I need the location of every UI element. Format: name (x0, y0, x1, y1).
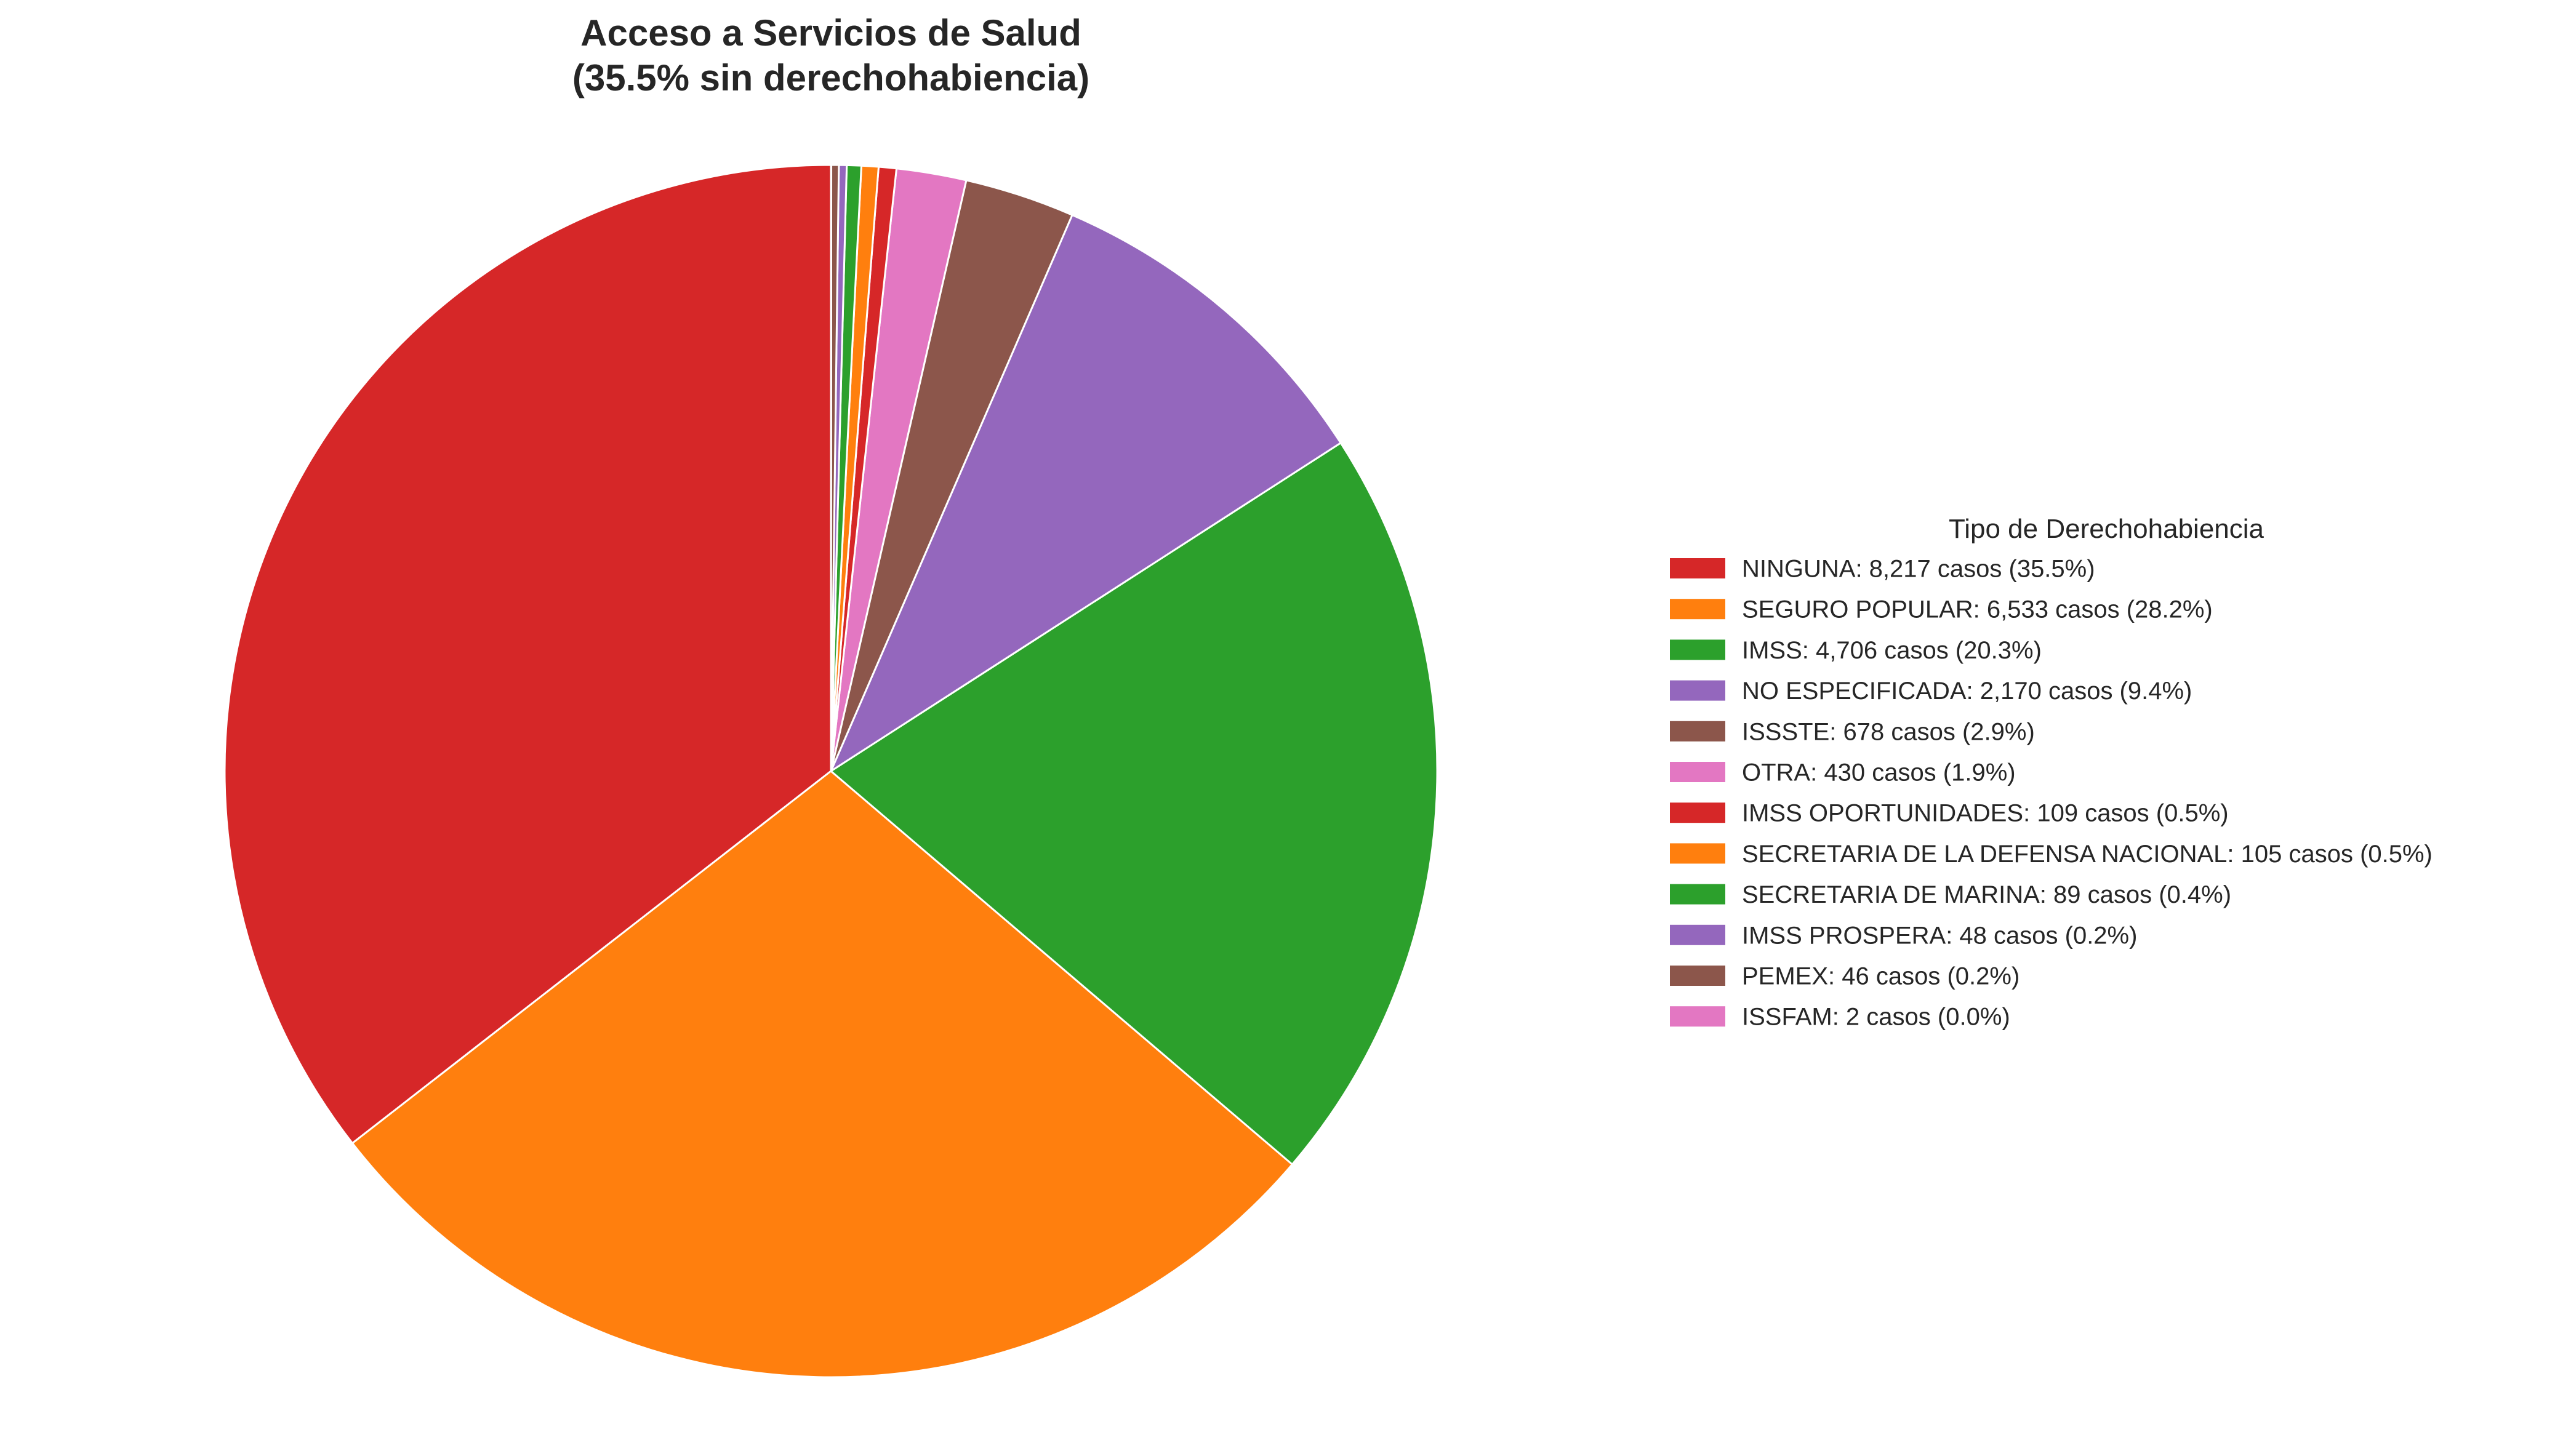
legend: Tipo de Derechohabiencia NINGUNA: 8,217 … (1670, 514, 2433, 1031)
legend-items: NINGUNA: 8,217 casos (35.5%) SEGURO POPUL… (1670, 556, 2433, 1031)
legend-label: SECRETARIA DE LA DEFENSA NACIONAL: 105 c… (1742, 841, 2433, 868)
legend-item: ISSSTE: 678 casos (2.9%) (1670, 718, 2035, 745)
pie-slice-issfam (830, 164, 833, 772)
pie-slice-seguro-popular (351, 770, 1293, 1378)
pie-slice-ninguna (223, 164, 832, 1145)
legend-item: ISSFAM: 2 casos (0.0%) (1670, 1004, 2010, 1031)
legend-swatch (1670, 721, 1725, 742)
legend-swatch (1670, 639, 1725, 660)
chart-title: Acceso a Servicios de Salud (580, 12, 1081, 54)
legend-swatch (1670, 762, 1725, 782)
legend-swatch (1670, 1006, 1725, 1027)
legend-item: IMSS OPORTUNIDADES: 109 casos (0.5%) (1670, 800, 2229, 827)
legend-swatch (1670, 924, 1725, 945)
legend-item: SEGURO POPULAR: 6,533 casos (28.2%) (1670, 596, 2213, 623)
legend-item: SECRETARIA DE LA DEFENSA NACIONAL: 105 c… (1670, 841, 2433, 868)
legend-swatch (1670, 966, 1725, 986)
pie-slice-no-especificada (830, 214, 1342, 772)
legend-item: IMSS PROSPERA: 48 casos (0.2%) (1670, 922, 2137, 949)
pie-slices (223, 164, 1438, 1378)
legend-label: ISSFAM: 2 casos (0.0%) (1742, 1004, 2010, 1031)
legend-label: IMSS: 4,706 casos (20.3%) (1742, 637, 2042, 664)
legend-swatch (1670, 558, 1725, 578)
legend-item: PEMEX: 46 casos (0.2%) (1670, 963, 2020, 990)
legend-label: NO ESPECIFICADA: 2,170 casos (9.4%) (1742, 678, 2192, 705)
legend-label: SEGURO POPULAR: 6,533 casos (28.2%) (1742, 596, 2213, 623)
legend-label: IMSS PROSPERA: 48 casos (0.2%) (1742, 922, 2137, 949)
legend-label: ISSSTE: 678 casos (2.9%) (1742, 718, 2035, 745)
legend-label: NINGUNA: 8,217 casos (35.5%) (1742, 556, 2095, 583)
legend-item: NO ESPECIFICADA: 2,170 casos (9.4%) (1670, 678, 2192, 705)
legend-label: IMSS OPORTUNIDADES: 109 casos (0.5%) (1742, 800, 2229, 827)
pie-slice-imss (830, 442, 1438, 1166)
legend-swatch (1670, 680, 1725, 701)
legend-label: PEMEX: 46 casos (0.2%) (1742, 963, 2020, 990)
legend-title: Tipo de Derechohabiencia (1949, 514, 2264, 544)
legend-swatch (1670, 802, 1725, 823)
legend-swatch (1670, 843, 1725, 864)
legend-item: OTRA: 430 casos (1.9%) (1670, 759, 2016, 786)
legend-swatch (1670, 884, 1725, 905)
legend-label: SECRETARIA DE MARINA: 89 casos (0.4%) (1742, 881, 2231, 908)
legend-item: NINGUNA: 8,217 casos (35.5%) (1670, 556, 2095, 583)
legend-item: IMSS: 4,706 casos (20.3%) (1670, 637, 2042, 664)
legend-item: SECRETARIA DE MARINA: 89 casos (0.4%) (1670, 881, 2231, 908)
legend-swatch (1670, 599, 1725, 620)
chart-subtitle: (35.5% sin derechohabiencia) (572, 57, 1089, 98)
legend-label: OTRA: 430 casos (1.9%) (1742, 759, 2016, 786)
